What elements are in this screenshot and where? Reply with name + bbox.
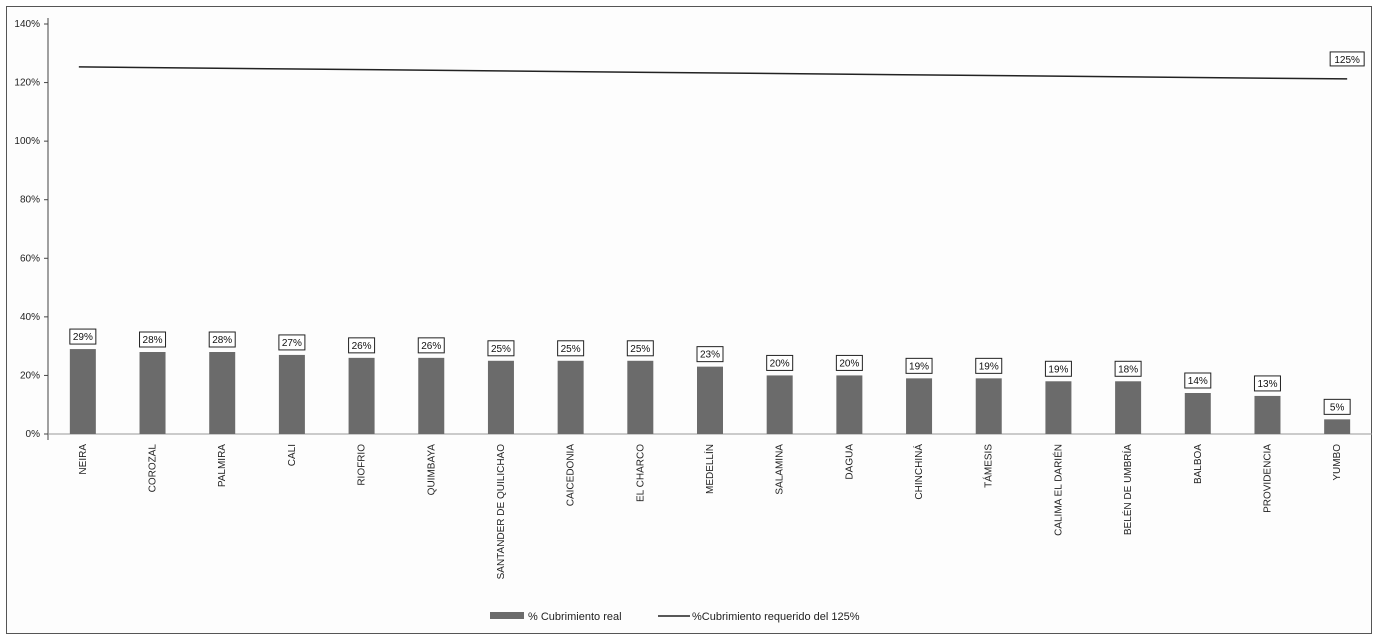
bar-data-label: 26%: [421, 341, 441, 352]
required-line-group: 125%: [78, 51, 1365, 80]
bar-data-label: 14%: [1188, 376, 1208, 387]
legend-bar-label: % Cubrimiento real: [528, 611, 622, 623]
bar-data-label: 5%: [1330, 402, 1345, 413]
bar: [1045, 381, 1072, 434]
bar-label-box: [1253, 375, 1281, 392]
legend-bar-swatch: [490, 612, 524, 619]
bar: [975, 378, 1002, 434]
category-label: CALIMA EL DARIÉN: [1051, 444, 1064, 536]
bar: [1324, 419, 1351, 434]
chart-frame: [6, 6, 1372, 634]
bar: [278, 354, 305, 434]
bar: [1184, 393, 1211, 434]
bar: [418, 357, 445, 434]
bar: [348, 357, 375, 434]
category-label: PROVIDENCIA: [1262, 444, 1273, 513]
bar-data-label: 13%: [1257, 379, 1277, 390]
line-end-label: 125%: [1334, 55, 1360, 66]
line-end-label-box: [1329, 51, 1365, 67]
bar-data-label: 28%: [143, 335, 163, 346]
bar-data-label: 29%: [73, 332, 93, 343]
bar: [1254, 395, 1281, 434]
y-tick-label: 140%: [14, 19, 40, 30]
category-label: QUIMBAYA: [426, 444, 437, 496]
bar-data-label: 19%: [1048, 364, 1068, 375]
bar: [557, 360, 584, 434]
bar-label-box: [1044, 360, 1072, 377]
y-tick-label: 100%: [14, 136, 40, 147]
bar-data-label: 23%: [700, 350, 720, 361]
legend-line-label: %Cubrimiento requerido del 125%: [692, 611, 860, 623]
category-label: RIOFRIO: [357, 444, 368, 486]
category-label: CALI: [287, 444, 298, 466]
category-label: BELÉN DE UMBRÍA: [1121, 444, 1134, 535]
category-label: TÁMESIS: [982, 444, 995, 488]
bar-label-box: [139, 331, 167, 348]
category-label: EL CHARCO: [635, 444, 646, 502]
bar-data-label: 25%: [491, 344, 511, 355]
bar: [836, 375, 863, 434]
bar-label-box: [417, 337, 445, 354]
bar-data-label: 20%: [770, 358, 790, 369]
bar-data-label: 25%: [630, 344, 650, 355]
bar-data-label: 18%: [1118, 364, 1138, 375]
category-label: SALAMINA: [775, 444, 786, 495]
y-tick-label: 80%: [20, 195, 40, 206]
category-label: MEDELLÍN: [703, 444, 716, 494]
bar-label-box: [278, 334, 306, 351]
bar: [139, 352, 166, 434]
bar-label-box: [1184, 372, 1212, 389]
y-tick-label: 60%: [20, 253, 40, 264]
y-tick-label: 120%: [14, 78, 40, 89]
y-tick-label: 20%: [20, 370, 40, 381]
bar: [627, 360, 654, 434]
bar-label-box: [835, 354, 863, 371]
bar-label-box: [626, 340, 654, 357]
bar: [697, 366, 723, 434]
bar-data-label: 20%: [839, 358, 859, 369]
bar: [69, 349, 96, 434]
category-labels-group: NEIRA COROZAL PALMIRA CALI RIOFRIO QUIMBAYA SA…: [78, 444, 1343, 580]
legend: % Cubrimiento real %Cubrimiento requerid…: [490, 611, 860, 623]
category-label: CHINCHINÁ: [912, 444, 925, 500]
category-label: BALBOA: [1193, 444, 1204, 484]
bar-data-label: 25%: [561, 344, 581, 355]
category-label: PALMIRA: [217, 444, 228, 487]
bar-label-box: [69, 328, 97, 345]
bar: [1115, 381, 1142, 434]
bar-label-box: [1323, 398, 1351, 415]
category-label: SANTANDER DE QUILICHAO: [496, 444, 507, 580]
required-coverage-line: [78, 66, 1348, 80]
bar-label-box: [348, 337, 376, 354]
category-label: CAICEDONIA: [566, 444, 577, 507]
bar-label-box: [208, 331, 236, 348]
bar-data-label: 27%: [282, 338, 302, 349]
bar-data-label: 28%: [212, 335, 232, 346]
bar-label-box: [1114, 360, 1142, 377]
category-label: COROZAL: [148, 444, 159, 493]
bar-label-box: [766, 354, 794, 371]
bar-label-box: [975, 357, 1003, 374]
y-tick-label: 0%: [26, 429, 41, 440]
bar-data-label: 26%: [352, 341, 372, 352]
bar-label-box: [487, 340, 515, 357]
category-label: YUMBO: [1332, 444, 1343, 481]
category-label: DAGUA: [844, 444, 855, 480]
bar-label-box: [696, 346, 724, 363]
bar: [487, 360, 514, 434]
bars-group: [69, 349, 1351, 434]
bar: [906, 378, 933, 434]
bar-data-label: 19%: [979, 361, 999, 372]
y-tick-label: 40%: [20, 312, 40, 323]
bar-label-box: [905, 357, 933, 374]
bar-labels-group: 29% 28% 28% 27% 26% 26% 25% 25% 25% 23% 20% 20% 19% 1…: [69, 328, 1351, 415]
bar-label-box: [557, 340, 585, 357]
bar: [209, 352, 236, 434]
bar: [766, 375, 793, 434]
category-label: NEIRA: [78, 444, 89, 475]
bar-data-label: 19%: [909, 361, 929, 372]
